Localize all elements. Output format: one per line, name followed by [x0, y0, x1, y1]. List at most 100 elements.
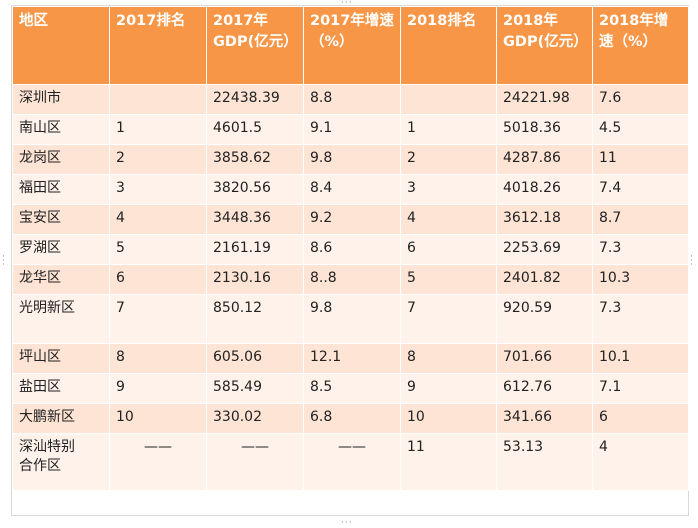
gdp-ranking-table[interactable]: 地区 2017排名 2017年GDP(亿元） 2017年增速（%） 2018排名 2018… [12, 6, 689, 491]
right-resize-handle-icon[interactable]: · · · [690, 252, 694, 270]
cell-growth-2017[interactable]: 8..8 [303, 264, 401, 295]
cell-gdp-2017[interactable]: 3820.56 [206, 174, 304, 205]
cell-rank-2018[interactable]: 8 [400, 343, 497, 374]
cell-gdp-2017[interactable]: 4601.5 [206, 114, 304, 145]
cell-rank-2017[interactable]: 5 [109, 234, 207, 265]
cell-gdp-2018[interactable]: 341.66 [496, 403, 593, 434]
cell-rank-2018[interactable]: 6 [400, 234, 497, 265]
cell-rank-2018[interactable]: 3 [400, 174, 497, 205]
cell-gdp-2018[interactable]: 53.13 [496, 433, 593, 491]
cell-growth-2017[interactable]: 6.8 [303, 403, 401, 434]
cell-growth-2018[interactable]: 6 [592, 403, 689, 434]
cell-rank-2018[interactable]: 2 [400, 144, 497, 175]
cell-region[interactable]: 福田区 [12, 174, 110, 205]
cell-gdp-2017[interactable]: 22438.39 [206, 84, 304, 115]
cell-gdp-2017[interactable]: 3858.62 [206, 144, 304, 175]
cell-gdp-2017[interactable]: —— [206, 433, 304, 491]
cell-rank-2017[interactable]: 7 [109, 294, 207, 344]
cell-rank-2017[interactable]: 3 [109, 174, 207, 205]
cell-gdp-2018[interactable]: 920.59 [496, 294, 593, 344]
cell-growth-2017[interactable]: 8.8 [303, 84, 401, 115]
cell-rank-2017[interactable]: 4 [109, 204, 207, 235]
table-row: 坪山区 8 605.06 12.1 8 701.66 10.1 [12, 343, 689, 374]
cell-growth-2018[interactable]: 4.5 [592, 114, 689, 145]
cell-gdp-2017[interactable]: 2130.16 [206, 264, 304, 295]
cell-rank-2018[interactable]: 7 [400, 294, 497, 344]
cell-region[interactable]: 深汕特别 合作区 [12, 433, 110, 491]
cell-gdp-2017[interactable]: 3448.36 [206, 204, 304, 235]
bottom-resize-handle-icon[interactable]: ··· [341, 518, 353, 528]
cell-growth-2018[interactable]: 7.1 [592, 373, 689, 404]
cell-rank-2017[interactable]: 1 [109, 114, 207, 145]
cell-region[interactable]: 盐田区 [12, 373, 110, 404]
cell-growth-2017[interactable]: 8.6 [303, 234, 401, 265]
cell-gdp-2017[interactable]: 850.12 [206, 294, 304, 344]
cell-gdp-2018[interactable]: 4287.86 [496, 144, 593, 175]
cell-growth-2018[interactable]: 7.4 [592, 174, 689, 205]
cell-region[interactable]: 南山区 [12, 114, 110, 145]
cell-region[interactable]: 光明新区 [12, 294, 110, 344]
cell-rank-2017[interactable]: —— [109, 433, 207, 491]
table-row: 光明新区 7 850.12 9.8 7 920.59 7.3 [12, 294, 689, 344]
cell-gdp-2017[interactable]: 2161.19 [206, 234, 304, 265]
table-body: 深圳市 22438.39 8.8 24221.98 7.6 南山区 1 4601.5 9.1 1 5… [12, 84, 689, 491]
cell-region[interactable]: 龙华区 [12, 264, 110, 295]
cell-rank-2017[interactable]: 8 [109, 343, 207, 374]
cell-rank-2018[interactable]: 11 [400, 433, 497, 491]
cell-region[interactable]: 坪山区 [12, 343, 110, 374]
cell-rank-2017[interactable] [109, 84, 207, 115]
cell-growth-2017[interactable]: —— [303, 433, 401, 491]
cell-growth-2017[interactable]: 9.2 [303, 204, 401, 235]
cell-gdp-2018[interactable]: 2253.69 [496, 234, 593, 265]
cell-growth-2017[interactable]: 8.5 [303, 373, 401, 404]
cell-region[interactable]: 大鹏新区 [12, 403, 110, 434]
column-header-gdp-2018: 2018年GDP(亿元） [496, 6, 593, 85]
cell-growth-2017[interactable]: 9.8 [303, 294, 401, 344]
cell-gdp-2018[interactable]: 2401.82 [496, 264, 593, 295]
cell-rank-2017[interactable]: 9 [109, 373, 207, 404]
cell-region[interactable]: 宝安区 [12, 204, 110, 235]
table-row: 盐田区 9 585.49 8.5 9 612.76 7.1 [12, 373, 689, 404]
cell-rank-2018[interactable] [400, 84, 497, 115]
cell-gdp-2017[interactable]: 330.02 [206, 403, 304, 434]
cell-growth-2017[interactable]: 9.8 [303, 144, 401, 175]
column-header-growth-2018: 2018年增速（%） [592, 6, 689, 85]
cell-growth-2018[interactable]: 7.6 [592, 84, 689, 115]
cell-region[interactable]: 龙岗区 [12, 144, 110, 175]
cell-growth-2018[interactable]: 8.7 [592, 204, 689, 235]
cell-rank-2018[interactable]: 10 [400, 403, 497, 434]
cell-rank-2018[interactable]: 1 [400, 114, 497, 145]
cell-gdp-2018[interactable]: 612.76 [496, 373, 593, 404]
cell-growth-2018[interactable]: 10.3 [592, 264, 689, 295]
cell-growth-2018[interactable]: 7.3 [592, 294, 689, 344]
left-resize-handle-icon[interactable]: · · · [2, 252, 6, 270]
cell-growth-2017[interactable]: 9.1 [303, 114, 401, 145]
cell-region[interactable]: 深圳市 [12, 84, 110, 115]
cell-rank-2017[interactable]: 2 [109, 144, 207, 175]
cell-gdp-2018[interactable]: 4018.26 [496, 174, 593, 205]
cell-gdp-2017[interactable]: 585.49 [206, 373, 304, 404]
cell-growth-2018[interactable]: 7.3 [592, 234, 689, 265]
cell-growth-2018[interactable]: 11 [592, 144, 689, 175]
cell-gdp-2017[interactable]: 605.06 [206, 343, 304, 374]
cell-growth-2018[interactable]: 4 [592, 433, 689, 491]
table-row: 福田区 3 3820.56 8.4 3 4018.26 7.4 [12, 174, 689, 205]
table-row: 南山区 1 4601.5 9.1 1 5018.36 4.5 [12, 114, 689, 145]
cell-rank-2017[interactable]: 6 [109, 264, 207, 295]
cell-growth-2018[interactable]: 10.1 [592, 343, 689, 374]
cell-rank-2018[interactable]: 9 [400, 373, 497, 404]
cell-gdp-2018[interactable]: 701.66 [496, 343, 593, 374]
cell-rank-2018[interactable]: 4 [400, 204, 497, 235]
table-row: 大鹏新区 10 330.02 6.8 10 341.66 6 [12, 403, 689, 434]
cell-rank-2018[interactable]: 5 [400, 264, 497, 295]
cell-rank-2017[interactable]: 10 [109, 403, 207, 434]
column-header-growth-2017: 2017年增速（%） [303, 6, 401, 85]
cell-growth-2017[interactable]: 8.4 [303, 174, 401, 205]
cell-gdp-2018[interactable]: 24221.98 [496, 84, 593, 115]
cell-gdp-2018[interactable]: 5018.36 [496, 114, 593, 145]
cell-growth-2017[interactable]: 12.1 [303, 343, 401, 374]
cell-region[interactable]: 罗湖区 [12, 234, 110, 265]
cell-gdp-2018[interactable]: 3612.18 [496, 204, 593, 235]
top-resize-handle-icon[interactable]: ··· [341, 0, 353, 8]
